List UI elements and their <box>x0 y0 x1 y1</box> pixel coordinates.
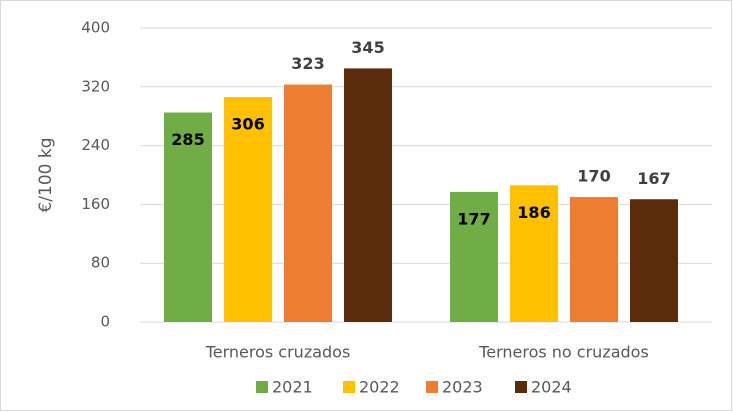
bar <box>450 191 498 322</box>
x-tick-label: Terneros cruzados <box>205 343 351 362</box>
legend-label: 2022 <box>359 378 400 397</box>
y-axis-title: €/100 kg <box>36 137 56 212</box>
bar <box>510 185 558 322</box>
data-label: 306 <box>231 115 264 134</box>
y-tick-label: 0 <box>100 313 110 331</box>
legend-swatch <box>256 381 268 393</box>
data-label: 345 <box>351 38 384 57</box>
legend-swatch <box>343 381 355 393</box>
bar <box>630 199 678 322</box>
legend-label: 2023 <box>442 378 483 397</box>
y-tick-label: 400 <box>81 19 110 37</box>
bar <box>344 68 392 322</box>
y-tick-label: 80 <box>91 254 110 272</box>
data-label: 285 <box>171 130 204 149</box>
bar <box>164 112 212 323</box>
bar <box>284 84 332 322</box>
x-tick-label: Terneros no cruzados <box>478 343 649 362</box>
y-tick-label: 160 <box>81 195 110 213</box>
legend-swatch <box>426 381 438 393</box>
y-tick-label: 240 <box>81 136 110 154</box>
data-label: 167 <box>637 169 670 188</box>
legend-label: 2024 <box>531 378 572 397</box>
legend-swatch <box>515 381 527 393</box>
data-label: 177 <box>457 209 490 228</box>
bar <box>224 97 272 322</box>
data-label: 323 <box>291 54 324 73</box>
data-label: 170 <box>577 167 610 186</box>
y-tick-label: 320 <box>81 77 110 95</box>
bar <box>570 197 618 322</box>
legend-label: 2021 <box>272 378 313 397</box>
data-label: 186 <box>517 203 550 222</box>
